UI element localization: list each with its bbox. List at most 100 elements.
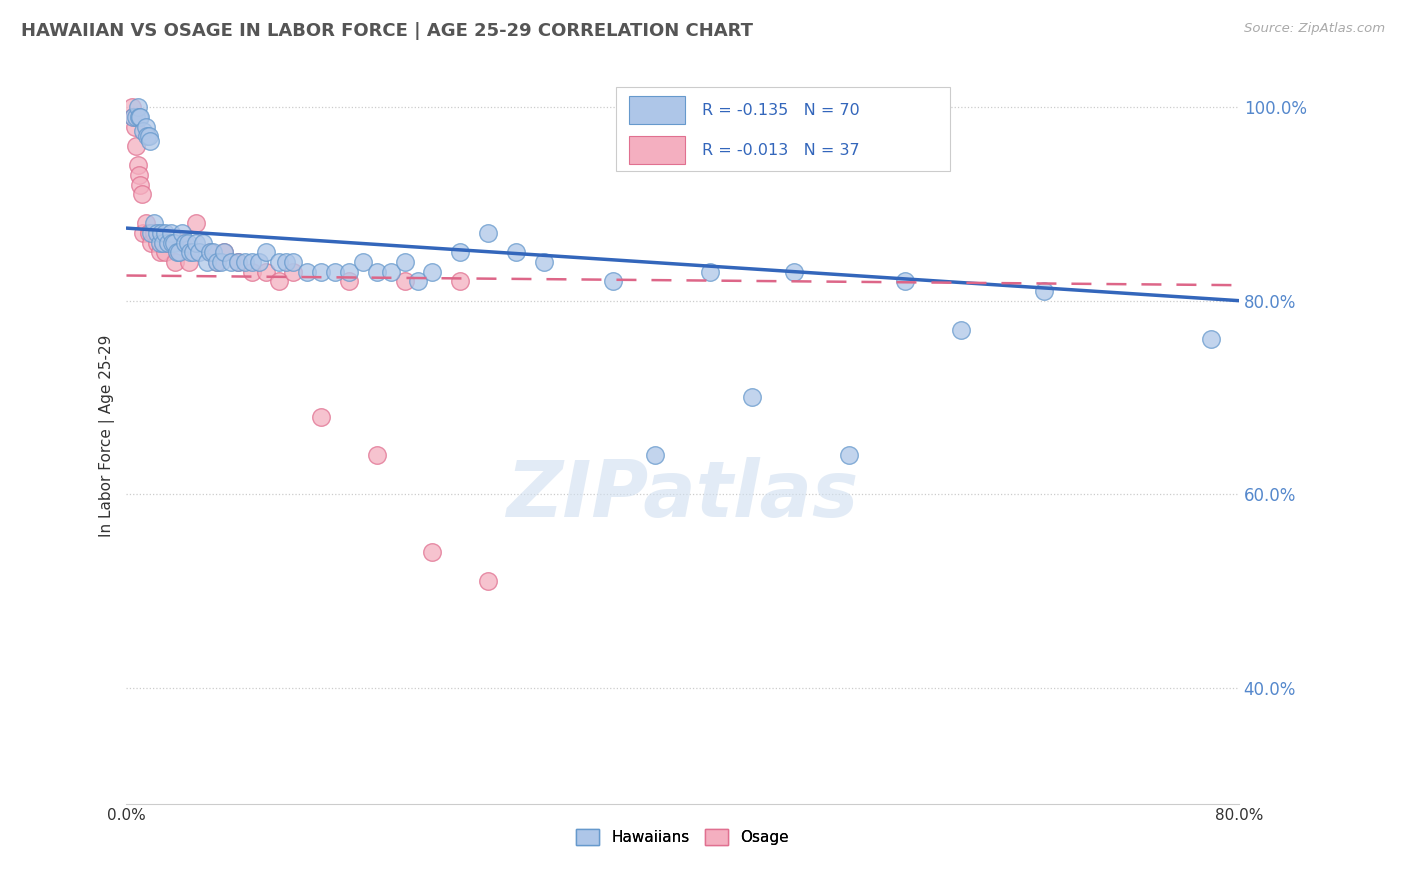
Point	[198, 245, 221, 260]
Point	[269, 274, 291, 288]
Point	[129, 178, 152, 192]
Point	[129, 110, 152, 124]
Point	[155, 226, 177, 240]
Point	[894, 274, 917, 288]
Point	[195, 255, 218, 269]
Point	[602, 274, 624, 288]
Point	[121, 100, 143, 114]
Point	[150, 226, 173, 240]
Point	[173, 235, 195, 250]
Point	[209, 255, 232, 269]
Point	[477, 574, 499, 589]
Point	[131, 187, 153, 202]
Point	[366, 449, 388, 463]
Point	[165, 255, 187, 269]
FancyBboxPatch shape	[630, 96, 685, 124]
Point	[219, 255, 242, 269]
Point	[187, 245, 209, 260]
Point	[422, 545, 444, 559]
Point	[122, 110, 145, 124]
Point	[449, 245, 471, 260]
Point	[283, 255, 305, 269]
Point	[127, 158, 149, 172]
Point	[380, 265, 402, 279]
Point	[146, 226, 169, 240]
Point	[240, 255, 263, 269]
Point	[157, 235, 180, 250]
Point	[297, 265, 319, 279]
Point	[149, 235, 172, 250]
Point	[135, 216, 157, 230]
Point	[191, 235, 214, 250]
Text: R = -0.135   N = 70: R = -0.135 N = 70	[702, 103, 859, 118]
Point	[139, 134, 162, 148]
Point	[138, 226, 160, 240]
Point	[132, 226, 155, 240]
Point	[1199, 332, 1222, 346]
Point	[505, 245, 527, 260]
Point	[477, 226, 499, 240]
Point	[269, 255, 291, 269]
Point	[422, 265, 444, 279]
Point	[201, 245, 224, 260]
Y-axis label: In Labor Force | Age 25-29: In Labor Force | Age 25-29	[100, 334, 115, 537]
Point	[741, 390, 763, 404]
Point	[136, 129, 159, 144]
Point	[240, 265, 263, 279]
Point	[146, 235, 169, 250]
Point	[135, 120, 157, 134]
Point	[408, 274, 430, 288]
Point	[254, 245, 277, 260]
Point	[181, 245, 204, 260]
Point	[337, 265, 360, 279]
Point	[247, 255, 270, 269]
Point	[226, 255, 249, 269]
Text: Source: ZipAtlas.com: Source: ZipAtlas.com	[1244, 22, 1385, 36]
Point	[132, 124, 155, 138]
Point	[184, 235, 207, 250]
Text: R = -0.013   N = 37: R = -0.013 N = 37	[702, 143, 859, 158]
Point	[128, 110, 150, 124]
Point	[162, 235, 184, 250]
Point	[169, 245, 191, 260]
Point	[166, 245, 188, 260]
Point	[128, 168, 150, 182]
Point	[138, 129, 160, 144]
Legend: Hawaiians, Osage: Hawaiians, Osage	[571, 823, 794, 851]
Point	[366, 265, 388, 279]
Point	[172, 226, 194, 240]
Point	[143, 226, 166, 240]
Point	[233, 255, 256, 269]
FancyBboxPatch shape	[630, 136, 685, 164]
Point	[149, 245, 172, 260]
Point	[276, 255, 298, 269]
Point	[127, 100, 149, 114]
Point	[699, 265, 721, 279]
Point	[177, 255, 200, 269]
Point	[141, 235, 163, 250]
Point	[394, 255, 416, 269]
Point	[394, 274, 416, 288]
Point	[283, 265, 305, 279]
Point	[323, 265, 346, 279]
Point	[125, 139, 148, 153]
Point	[143, 216, 166, 230]
Point	[141, 226, 163, 240]
Point	[212, 245, 235, 260]
Point	[1033, 284, 1056, 298]
Point	[783, 265, 806, 279]
Point	[644, 449, 666, 463]
Point	[122, 110, 145, 124]
Point	[949, 323, 972, 337]
Point	[155, 245, 177, 260]
Point	[309, 265, 332, 279]
Point	[157, 235, 180, 250]
Point	[533, 255, 555, 269]
Point	[124, 120, 146, 134]
Point	[337, 274, 360, 288]
Point	[198, 245, 221, 260]
Point	[152, 235, 174, 250]
FancyBboxPatch shape	[616, 87, 949, 171]
Text: ZIPatlas: ZIPatlas	[506, 457, 859, 533]
Point	[205, 255, 228, 269]
